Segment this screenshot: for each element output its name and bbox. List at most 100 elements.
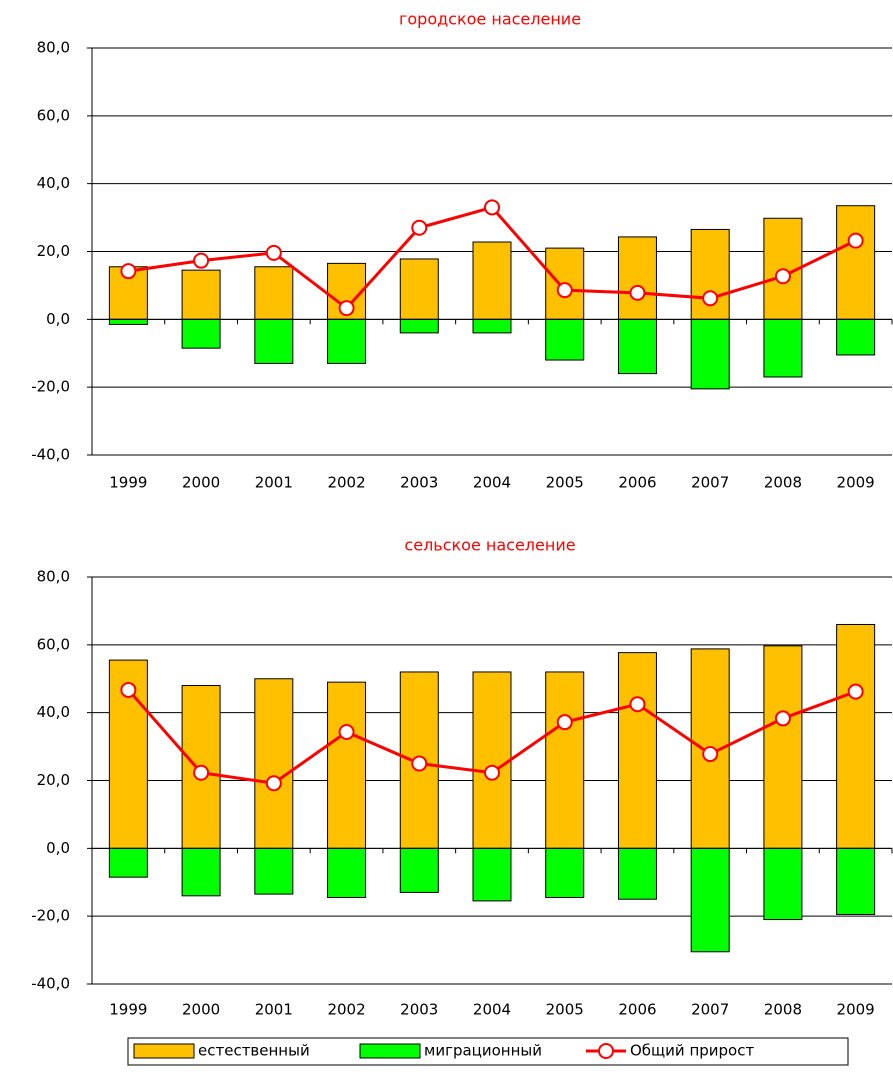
marker (120, 681, 137, 698)
y-tick-label: 60,0 (37, 635, 70, 653)
bar (327, 318, 367, 364)
x-tick-label: 2005 (546, 474, 584, 492)
bar (836, 318, 876, 356)
legend-label: естественный (198, 1042, 310, 1060)
x-tick-label: 2006 (618, 474, 656, 492)
marker (847, 683, 864, 700)
x-tick-label: 2003 (400, 1001, 438, 1019)
legend-box (127, 1037, 849, 1066)
bar (399, 318, 439, 334)
marker (120, 263, 137, 280)
legend-swatch (133, 1043, 195, 1059)
x-tick-label: 2005 (546, 1001, 584, 1019)
legend-label: Общий прирост (630, 1042, 754, 1060)
bar (690, 318, 730, 390)
bar (472, 847, 512, 902)
bar (399, 847, 439, 893)
bar (690, 847, 730, 953)
bar (763, 645, 803, 849)
bar (617, 652, 657, 849)
x-tick-label: 1999 (109, 1001, 147, 1019)
y-tick-label: 60,0 (37, 106, 70, 124)
bar (472, 318, 512, 334)
bar (254, 847, 294, 895)
marker (629, 284, 646, 301)
marker (338, 723, 355, 740)
y-tick-label: 40,0 (37, 174, 70, 192)
bar (617, 847, 657, 900)
x-tick-label: 2004 (473, 474, 511, 492)
x-tick-label: 2000 (182, 1001, 220, 1019)
y-tick-label: -40,0 (31, 446, 70, 464)
bar (836, 205, 876, 320)
bar (763, 318, 803, 378)
bar (254, 678, 294, 849)
y-tick-label: -20,0 (31, 378, 70, 396)
bar (254, 266, 294, 320)
x-tick-label: 1999 (109, 474, 147, 492)
y-tick-label: 0,0 (46, 839, 70, 857)
y-tick-label: -40,0 (31, 975, 70, 993)
y-tick-label: -20,0 (31, 907, 70, 925)
x-tick-label: 2001 (255, 1001, 293, 1019)
chart-title: сельское население (404, 536, 575, 555)
bar (472, 241, 512, 320)
bar (181, 269, 221, 320)
bar (181, 685, 221, 849)
marker (556, 714, 573, 731)
marker (702, 290, 719, 307)
marker (629, 696, 646, 713)
bar (545, 847, 585, 899)
legend-swatch (359, 1043, 421, 1059)
bar (617, 236, 657, 320)
bar (617, 318, 657, 375)
y-tick-label: 0,0 (46, 310, 70, 328)
marker (193, 252, 210, 269)
y-tick-label: 80,0 (37, 39, 70, 57)
bar (108, 318, 148, 325)
x-tick-label: 2001 (255, 474, 293, 492)
marker (484, 764, 500, 781)
x-tick-label: 2008 (764, 1001, 802, 1019)
legend-marker (598, 1043, 614, 1059)
marker (556, 282, 573, 299)
y-tick-label: 20,0 (37, 242, 70, 260)
x-tick-label: 2002 (327, 474, 365, 492)
marker (847, 232, 864, 249)
legend-label: миграционный (424, 1042, 542, 1060)
marker (411, 219, 428, 236)
marker (484, 199, 500, 216)
bar (836, 623, 876, 849)
x-tick-label: 2007 (691, 474, 729, 492)
bar (254, 318, 294, 364)
x-tick-label: 2004 (473, 1001, 511, 1019)
x-tick-label: 2003 (400, 474, 438, 492)
y-tick-label: 80,0 (37, 568, 70, 586)
marker (265, 244, 282, 261)
bar (181, 847, 221, 897)
x-tick-label: 2002 (327, 1001, 365, 1019)
bar (108, 847, 148, 878)
bar (545, 671, 585, 849)
marker (265, 775, 282, 792)
x-tick-label: 2008 (764, 474, 802, 492)
x-tick-label: 2006 (618, 1001, 656, 1019)
bar (181, 318, 221, 349)
chart-title: городское население (399, 10, 581, 29)
y-tick-label: 20,0 (37, 771, 70, 789)
x-tick-label: 2000 (182, 474, 220, 492)
bar (327, 681, 367, 849)
bar (545, 318, 585, 361)
marker (193, 764, 210, 781)
x-tick-label: 2009 (837, 474, 875, 492)
marker (702, 746, 719, 763)
marker (338, 300, 355, 317)
bar (763, 847, 803, 921)
x-tick-label: 2007 (691, 1001, 729, 1019)
bar (399, 258, 439, 320)
bar (472, 671, 512, 849)
bar (836, 847, 876, 915)
x-tick-label: 2009 (837, 1001, 875, 1019)
marker (774, 710, 791, 727)
